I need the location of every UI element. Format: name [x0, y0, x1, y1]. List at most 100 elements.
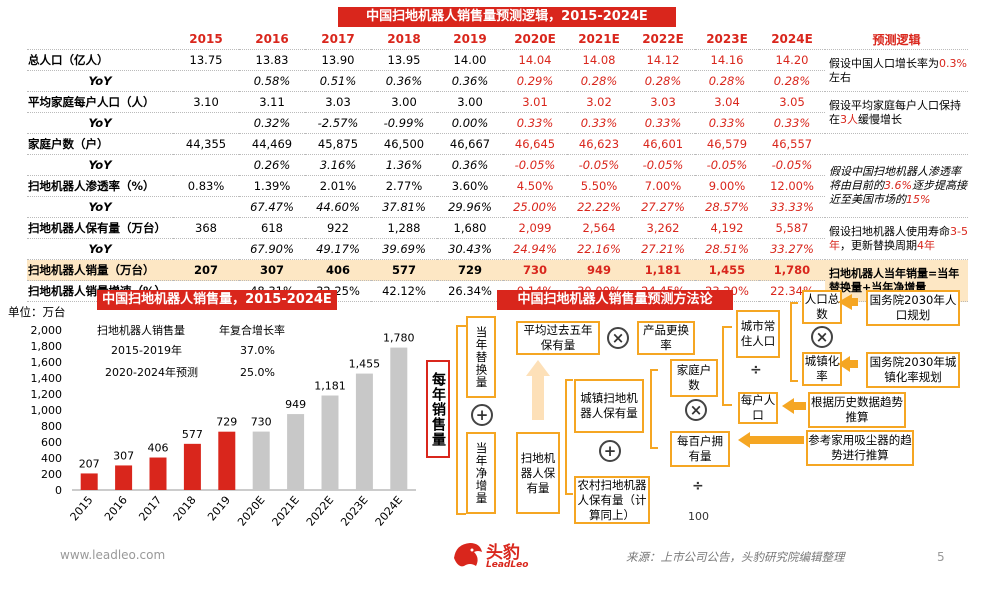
- table-cell: 2,099: [503, 217, 567, 239]
- table-cell: 0.28%: [695, 70, 759, 92]
- table-cell: 577: [371, 259, 437, 281]
- x-tick-label: 2019: [205, 494, 233, 524]
- leopard-logo-icon: [454, 543, 482, 567]
- row-label: YoY: [27, 112, 173, 134]
- table-cell: 25.00%: [503, 196, 567, 218]
- table-cell: 406: [305, 259, 371, 281]
- holding-box: 扫地机器人保有量: [516, 432, 560, 514]
- table-cell: 3.10: [173, 91, 239, 113]
- growth-row2-period: 2020-2024年预测: [105, 366, 198, 379]
- source-pop-plan: 国务院2030年人口规划: [866, 290, 960, 326]
- table-cell: [173, 154, 239, 176]
- bar-value-label: 949: [285, 398, 306, 411]
- table-cell: 3,262: [631, 217, 695, 239]
- sales-bar-chart: 单位：万台 0 200 400 600 800 1,000 1,200 1,400 1,600 1,…: [8, 305, 416, 529]
- table-cell: 729: [437, 259, 503, 281]
- table-cell: 49.17%: [305, 238, 371, 260]
- bar: [252, 431, 270, 490]
- bar: [321, 395, 339, 490]
- table-cell: 4,192: [695, 217, 759, 239]
- year-header: 2023E: [695, 29, 759, 50]
- table-cell: 12.00%: [759, 175, 825, 197]
- footer-url[interactable]: www.leadleo.com: [60, 548, 166, 562]
- logic-note: 假设平均家庭每户人口保持在3人缓慢增长: [825, 91, 968, 134]
- table-cell: 46,667: [437, 133, 503, 155]
- table-cell: 0.36%: [437, 154, 503, 176]
- row-label: 总人口（亿人）: [27, 49, 173, 71]
- table-cell: 27.27%: [631, 196, 695, 218]
- up-arrow: [526, 360, 550, 420]
- sales-bracket: [456, 325, 466, 515]
- y-axis-label: 单位：万台: [8, 305, 66, 319]
- table-cell: 0.33%: [567, 112, 631, 134]
- table-cell: 28.51%: [695, 238, 759, 260]
- table-cell: 13.95: [371, 49, 437, 71]
- bar-value-label: 207: [79, 457, 100, 470]
- bar-value-label: 1,780: [383, 332, 415, 345]
- divide-op-1: ÷: [692, 478, 704, 494]
- table-cell: 0.28%: [759, 70, 825, 92]
- y-tick-label: 200: [41, 468, 62, 481]
- table-cell: 9.00%: [695, 175, 759, 197]
- table-cell: 0.29%: [503, 70, 567, 92]
- households-bracket: [722, 326, 732, 406]
- urban-pop-box: 城市常住人口: [736, 310, 780, 358]
- source-urban-plan: 国务院2030年城镇化率规划: [866, 352, 960, 388]
- holding-bracket: [565, 379, 573, 495]
- row-label: 扫地机器人渗透率（%）: [27, 175, 173, 197]
- table-cell: 30.43%: [437, 238, 503, 260]
- urban-bracket: [650, 369, 658, 449]
- year-header: 2022E: [631, 29, 695, 50]
- table-cell: 26.34%: [437, 280, 503, 302]
- table-cell: 0.51%: [305, 70, 371, 92]
- table-cell: 13.83: [239, 49, 305, 71]
- table-cell: 5.50%: [567, 175, 631, 197]
- x-tick-label: 2015: [68, 494, 96, 524]
- y-tick-label: 800: [41, 420, 62, 433]
- table-cell: 0.33%: [759, 112, 825, 134]
- plus-op-1: +: [471, 404, 493, 426]
- bar-value-label: 307: [113, 449, 134, 462]
- growth-header-sales: 扫地机器人销售量: [97, 324, 185, 337]
- table-cell: 1,181: [631, 259, 695, 281]
- table-cell: 14.04: [503, 49, 567, 71]
- table-cell: [173, 70, 239, 92]
- year-header: 2019: [437, 29, 503, 50]
- table-cell: -0.05%: [567, 154, 631, 176]
- table-cell: 3.04: [695, 91, 759, 113]
- bar: [218, 431, 236, 490]
- table-cell: 0.33%: [695, 112, 759, 134]
- bar: [390, 347, 408, 490]
- bar: [183, 443, 201, 490]
- table-cell: 5,587: [759, 217, 825, 239]
- rural-holding-box: 农村扫地机器人保有量（计算同上）: [574, 476, 650, 524]
- table-cell: 0.33%: [503, 112, 567, 134]
- row-label: 平均家庭每户人口（人）: [27, 91, 173, 113]
- urban-rate-box: 城镇化率: [802, 352, 842, 386]
- times-op-2: ×: [685, 399, 707, 421]
- annual-sales-box: 每年销售量: [426, 360, 450, 458]
- y-tick-label: 1,000: [31, 404, 63, 417]
- urban-holding-box: 城镇扫地机器人保有量: [574, 379, 644, 433]
- x-tick-label: 2016: [102, 494, 130, 524]
- table-cell: 3.01: [503, 91, 567, 113]
- source-history: 根据历史数据趋势推算: [808, 392, 906, 428]
- table-cell: 3.00: [437, 91, 503, 113]
- x-tick-label: 2024E: [373, 494, 405, 529]
- avg-holding-box: 平均过去五年保有量: [516, 321, 600, 355]
- bar: [115, 465, 133, 490]
- table-cell: 44,355: [173, 133, 239, 155]
- table-cell: -2.57%: [305, 112, 371, 134]
- times-op-1: ×: [607, 327, 629, 349]
- net-box: 当年净增量: [466, 432, 496, 514]
- table-cell: 0.58%: [239, 70, 305, 92]
- bar: [80, 473, 98, 490]
- table-cell: 1.39%: [239, 175, 305, 197]
- per100-box: 每百户拥有量: [670, 431, 730, 467]
- year-header: 2016: [239, 29, 305, 50]
- source-arrow-4: [738, 432, 804, 448]
- y-tick-label: 1,200: [31, 388, 63, 401]
- y-tick-label: 600: [41, 436, 62, 449]
- y-tick-label: 1,800: [31, 340, 63, 353]
- table-cell: 3.05: [759, 91, 825, 113]
